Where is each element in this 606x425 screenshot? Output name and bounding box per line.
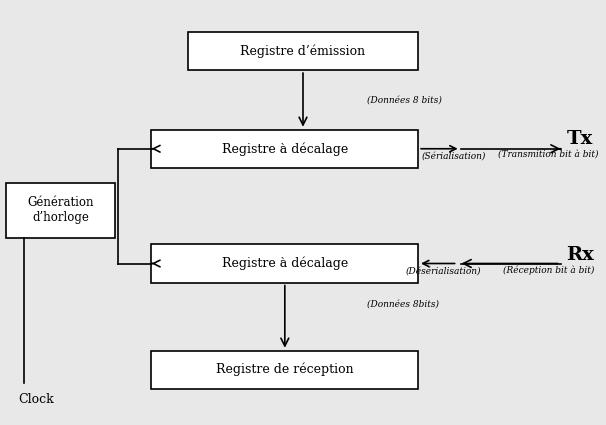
- Text: (Transmition bit à bit): (Transmition bit à bit): [498, 150, 599, 159]
- FancyBboxPatch shape: [152, 351, 418, 389]
- FancyBboxPatch shape: [188, 32, 418, 70]
- FancyBboxPatch shape: [152, 244, 418, 283]
- FancyBboxPatch shape: [152, 130, 418, 168]
- Text: Tx: Tx: [567, 130, 593, 148]
- Text: Registre d’émission: Registre d’émission: [241, 44, 365, 58]
- Text: Rx: Rx: [567, 246, 594, 264]
- Text: (Réception bit à bit): (Réception bit à bit): [503, 265, 594, 275]
- Text: (Sérialisation): (Sérialisation): [421, 151, 485, 161]
- Text: Registre de réception: Registre de réception: [216, 363, 354, 377]
- Text: (Données 8bits): (Données 8bits): [367, 299, 439, 309]
- Text: Clock: Clock: [18, 393, 54, 406]
- Text: (Données 8 bits): (Données 8 bits): [367, 95, 442, 105]
- Text: Génération
d’horloge: Génération d’horloge: [27, 196, 94, 224]
- Text: Registre à décalage: Registre à décalage: [222, 257, 348, 270]
- Text: (Désérialisation): (Désérialisation): [406, 266, 482, 275]
- Text: Registre à décalage: Registre à décalage: [222, 142, 348, 156]
- FancyBboxPatch shape: [6, 183, 115, 238]
